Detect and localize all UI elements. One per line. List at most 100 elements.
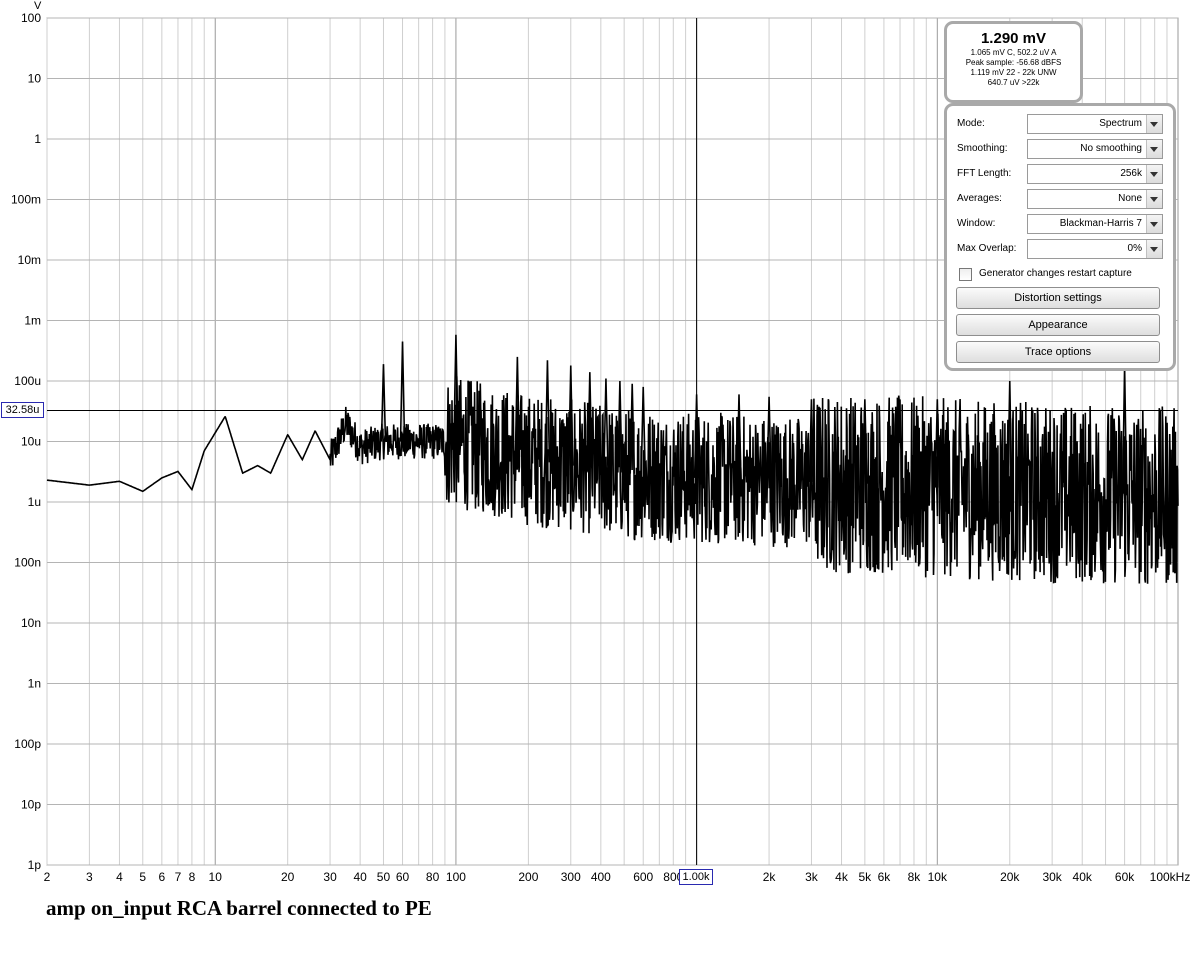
spectrum-peak [629,383,636,474]
chevron-down-icon[interactable] [1146,115,1162,133]
spectrum-peak [380,364,387,442]
y-tick-label: 10n [21,616,41,630]
y-tick-label: 10u [21,435,41,449]
chevron-down-icon[interactable] [1146,140,1162,158]
overlap-label: Max Overlap: [957,243,1017,254]
fft-length-row: FFT Length: 256k [955,164,1163,184]
y-tick-label: 100 [21,11,41,25]
level-readout-box: 1.290 mV 1.065 mV C, 502.2 uV A Peak sam… [944,21,1083,103]
y-tick-label: 1 [34,132,41,146]
x-tick-label: 50 [377,870,391,884]
chevron-down-icon[interactable] [1146,190,1162,208]
settings-panel: Mode: Spectrum Smoothing: No smoothing F… [944,103,1176,371]
x-tick-label: 2 [44,870,51,884]
window-row: Window: Blackman-Harris 7 [955,214,1163,234]
x-tick-label: 20 [281,870,295,884]
x-tick-label: 400 [591,870,611,884]
spectrum-peak [544,360,551,463]
y-tick-label: 1u [28,495,41,509]
window-value: Blackman-Harris 7 [1059,218,1142,229]
spectrum-peak [567,365,574,466]
y-tick-label: 1m [24,314,41,328]
x-tick-label: 30 [323,870,337,884]
smoothing-value: No smoothing [1080,143,1142,154]
smoothing-row: Smoothing: No smoothing [955,139,1163,159]
x-tick-label: 40 [353,870,367,884]
x-tick-label: 6k [878,870,892,884]
x-tick-label: 800 [663,870,683,884]
x-tick-label: 5k [859,870,873,884]
x-tick-label: 80 [426,870,440,884]
spectrum-peak [453,334,459,442]
x-tick-label: 3 [86,870,93,884]
chevron-down-icon[interactable] [1146,215,1162,233]
x-tick-label: 7 [175,870,182,884]
checkbox-box[interactable] [959,268,972,281]
y-tick-label: 1n [28,677,41,691]
distortion-settings-button[interactable]: Distortion settings [956,287,1160,309]
averages-label: Averages: [957,193,1002,204]
x-tick-label: 10 [209,870,223,884]
appearance-button[interactable]: Appearance [956,314,1160,336]
x-tick-label: 4k [835,870,849,884]
trace-options-button[interactable]: Trace options [956,341,1160,363]
mode-label: Mode: [957,118,985,129]
spectrum-peak [736,394,742,480]
spectrum-peak [934,399,941,488]
mode-row: Mode: Spectrum [955,114,1163,134]
x-tick-label: 40k [1073,870,1093,884]
y-cursor-readout[interactable]: 32.58u [1,402,44,418]
x-tick-label: 6 [158,870,165,884]
x-tick-label: 300 [561,870,581,884]
x-tick-label: 2k [763,870,777,884]
spectrum-peak [587,372,593,469]
spectrum-peak [640,386,647,475]
readout-main: 1.290 mV [980,30,1047,47]
fft-length-value: 256k [1120,168,1142,179]
y-tick-label: 100p [14,737,41,751]
chevron-down-icon[interactable] [1146,165,1162,183]
mode-value: Spectrum [1099,118,1142,129]
x-tick-label: 20k [1000,870,1020,884]
x-tick-label: 60k [1115,870,1135,884]
cursor-lines [47,18,1178,865]
x-tick-labels: 2 3 4 5 6 7 8 10 20 30 40 50 60 80 100 200 300 400 600 800 2… [44,870,1191,884]
y-tick-labels: 100 10 1 100m 10m 1m 100u 10u 1u 100n 10n 1n 100p 10p… [11,11,41,872]
spectrum-peak [617,380,623,473]
y-tick-label: 10m [18,253,41,267]
spectrum-peak [1006,380,1013,492]
spectrum-peak [766,396,772,481]
y-tick-label: 1p [28,858,42,872]
x-cursor-readout[interactable]: 1.00k [679,869,713,885]
y-tick-label: 100u [14,374,41,388]
mode-select[interactable]: Spectrum [1027,114,1163,134]
averages-value: None [1118,193,1142,204]
smoothing-select[interactable]: No smoothing [1027,139,1163,159]
x-tick-label: 8 [189,870,196,884]
window-label: Window: [957,218,996,229]
spectrum-peak [399,341,406,442]
x-tick-label: 4 [116,870,123,884]
x-tick-label: 8k [908,870,922,884]
overlap-row: Max Overlap: 0% [955,239,1163,259]
generator-restart-checkbox[interactable]: Generator changes restart capture [959,268,1169,282]
spectrum-peak [862,399,868,484]
x-tick-label: 600 [633,870,653,884]
x-tick-label: 100 [446,870,466,884]
fft-length-select[interactable]: 256k [1027,164,1163,184]
x-tick-label: 30k [1042,870,1062,884]
x-tick-label: 10k [928,870,948,884]
overlap-select[interactable]: 0% [1027,239,1163,259]
readout-line-4: 640.7 uV >22k [987,78,1040,87]
x-tick-label: 5 [139,870,146,884]
spectrum-trace [46,376,1179,584]
y-tick-label: 100m [11,193,41,207]
y-tick-label: 10 [28,72,42,86]
readout-line-3: 1.119 mV 22 - 22k UNW [970,68,1057,77]
averages-select[interactable]: None [1027,189,1163,209]
x-tick-label: 200 [518,870,538,884]
window-select[interactable]: Blackman-Harris 7 [1027,214,1163,234]
y-tick-label: 10p [21,798,41,812]
chevron-down-icon[interactable] [1146,240,1162,258]
generator-restart-label: Generator changes restart capture [979,268,1132,279]
